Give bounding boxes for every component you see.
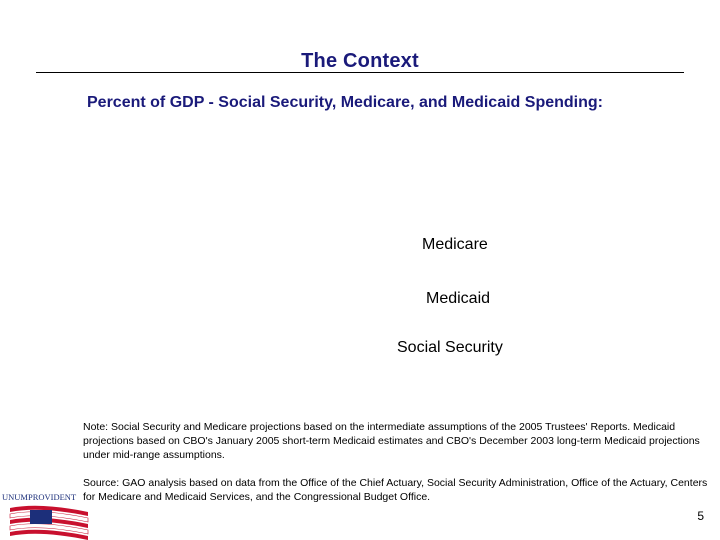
footnote-source: Source: GAO analysis based on data from … (83, 477, 708, 503)
page-number: 5 (697, 509, 704, 523)
svg-text:UNUMPROVIDENT: UNUMPROVIDENT (2, 492, 77, 502)
series-label-medicaid: Medicaid (426, 290, 491, 307)
slide-title: The Context (301, 50, 419, 72)
unumprovident-logo: UNUMPROVIDENT (2, 492, 89, 540)
series-label-medicare: Medicare (422, 236, 488, 253)
footnote-note: Note: Social Security and Medicare proje… (83, 421, 700, 461)
series-label-social-security: Social Security (397, 339, 503, 356)
slide-subtitle: Percent of GDP - Social Security, Medica… (87, 94, 603, 111)
title-underline (36, 72, 684, 73)
